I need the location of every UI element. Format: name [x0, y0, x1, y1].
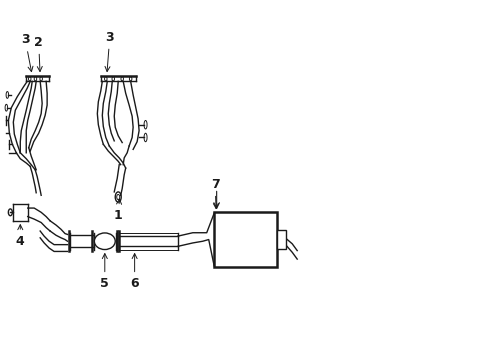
- Text: 6: 6: [130, 253, 139, 290]
- Ellipse shape: [95, 233, 115, 249]
- Text: 1: 1: [114, 199, 122, 222]
- Text: 5: 5: [100, 253, 109, 290]
- Text: 4: 4: [16, 225, 24, 248]
- Bar: [214, 212, 277, 267]
- Text: 2: 2: [34, 36, 43, 72]
- Text: 3: 3: [21, 33, 33, 72]
- Text: 7: 7: [211, 178, 220, 208]
- Text: 3: 3: [105, 31, 114, 72]
- Bar: [277, 230, 286, 249]
